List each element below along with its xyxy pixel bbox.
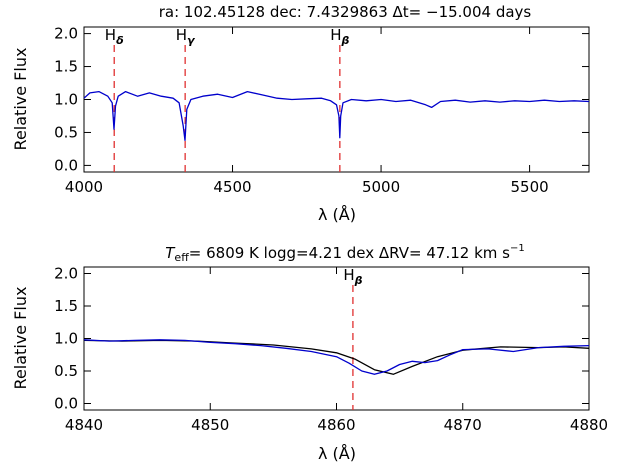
teff-subscript: eff [174,251,189,264]
y-tick-label: 0.0 [54,395,78,413]
y-tick-label: 1.0 [54,330,78,348]
y-tick-label: 0.5 [54,362,78,380]
line-id-subscript: δ [116,34,124,47]
bottom-line-identifications: Hβ [343,266,363,410]
y-tick-label: 1.5 [54,297,78,315]
x-tick-label: 4850 [191,416,229,434]
y-tick-label: 1.0 [54,91,78,109]
teff-symbol: T [165,244,176,262]
x-tick-label: 4870 [444,416,482,434]
rv-unit-exponent: −1 [510,243,525,254]
y-tick-label: 0.5 [54,123,78,141]
top-plot-frame [83,26,590,173]
line-id-label: Hγ [176,26,196,47]
line-id-subscript: β [341,34,350,47]
top-series-group [83,90,590,142]
y-tick-label: 2.0 [54,265,78,283]
line-id-label: Hδ [105,26,124,47]
top-x-axis-label: λ (Å) [318,205,356,224]
top-panel-title: ra: 102.45128 dec: 7.4329863 Δt= −15.004… [159,3,532,21]
y-tick-label: 1.5 [54,58,78,76]
line-id-symbol: H [105,26,116,44]
bottom-plot-frame [83,266,590,411]
bottom-title-text: = 6809 K logg=4.21 dex ΔRV= 47.12 km s [189,244,510,262]
bottom-series-group [83,339,590,375]
line-id-subscript: γ [187,34,196,47]
x-tick-label: 4840 [65,416,103,434]
spectrum-series-2 [83,339,590,375]
top-axis-ticks: 4000 4500 5000 5500 0.0 0.5 1.0 1.5 2.0 [54,25,589,196]
x-tick-label: 4860 [317,416,355,434]
bottom-axis-ticks: 4840 4850 4860 4870 4880 0.0 0.5 1.0 1.5 2.0 [54,265,608,435]
x-tick-label: 4000 [65,178,103,196]
top-line-identifications: Hδ Hγ Hβ [105,26,350,172]
y-tick-label: 0.0 [54,156,78,174]
line-id-symbol: H [330,26,341,44]
y-tick-label: 2.0 [54,25,78,43]
hbeta-zoom-panel: Teff= 6809 K logg=4.21 dex ΔRV= 47.12 km… [11,243,608,463]
bottom-y-axis-label: Relative Flux [11,287,30,390]
full-spectrum-panel: ra: 102.45128 dec: 7.4329863 Δt= −15.004… [11,3,590,224]
line-id-symbol: H [343,266,354,284]
bottom-x-axis-label: λ (Å) [318,444,356,463]
x-tick-label: 4500 [213,178,251,196]
bottom-panel-title: Teff= 6809 K logg=4.21 dex ΔRV= 47.12 km… [165,243,524,264]
line-id-label: Hβ [343,266,362,287]
x-tick-label: 4880 [570,416,608,434]
top-y-axis-label: Relative Flux [11,48,30,151]
line-id-symbol: H [176,26,187,44]
line-id-label: Hβ [330,26,349,47]
line-id-subscript: β [354,274,363,287]
x-tick-label: 5000 [362,178,400,196]
spectrum-series-1 [83,90,590,142]
x-tick-label: 5500 [510,178,548,196]
